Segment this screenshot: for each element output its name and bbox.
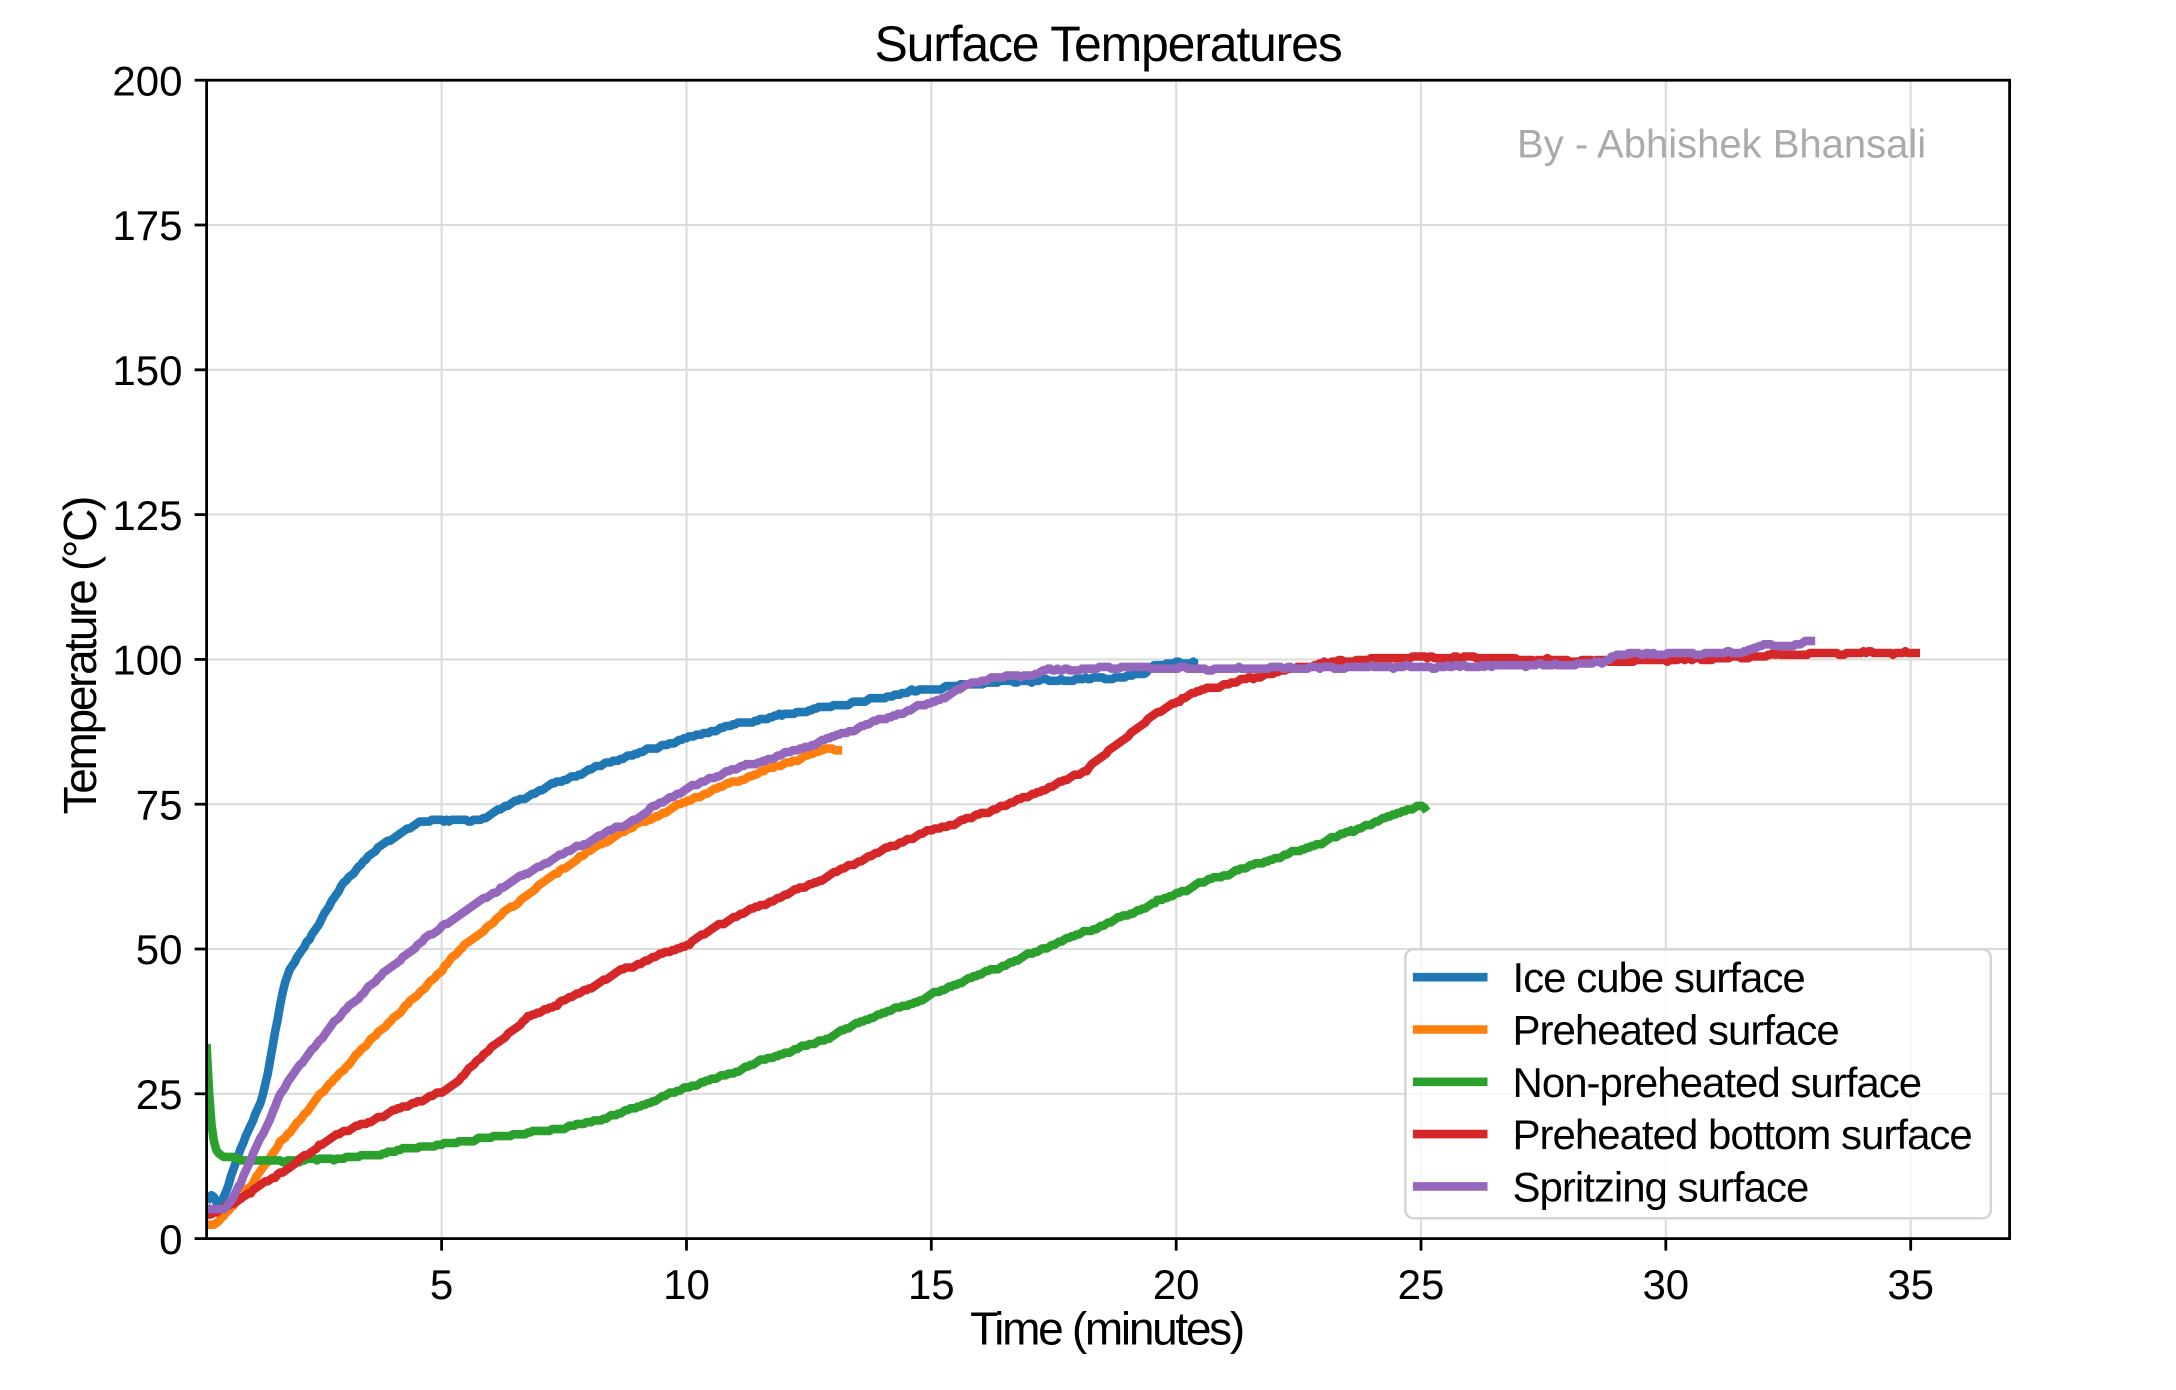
svg-text:Preheated surface: Preheated surface [1513, 1007, 1839, 1054]
svg-text:Surface Temperatures: Surface Temperatures [875, 16, 1342, 72]
svg-text:20: 20 [1153, 1261, 1200, 1308]
svg-text:30: 30 [1642, 1261, 1689, 1308]
svg-text:Spritzing surface: Spritzing surface [1513, 1163, 1809, 1210]
svg-text:5: 5 [430, 1261, 453, 1308]
svg-text:35: 35 [1887, 1261, 1934, 1308]
svg-text:By - Abhishek Bhansali: By - Abhishek Bhansali [1517, 123, 1926, 167]
svg-text:75: 75 [136, 781, 183, 828]
svg-text:Preheated bottom surface: Preheated bottom surface [1513, 1111, 1972, 1158]
svg-text:Non-preheated surface: Non-preheated surface [1513, 1059, 1922, 1106]
svg-text:Ice cube surface: Ice cube surface [1513, 954, 1805, 1001]
svg-text:25: 25 [1398, 1261, 1445, 1308]
svg-text:150: 150 [112, 347, 182, 394]
svg-text:25: 25 [136, 1071, 183, 1118]
svg-text:175: 175 [112, 202, 182, 249]
svg-text:200: 200 [112, 57, 182, 104]
svg-text:15: 15 [908, 1261, 955, 1308]
svg-text:50: 50 [136, 926, 183, 973]
svg-text:100: 100 [112, 637, 182, 684]
svg-text:Temperature (°C): Temperature (°C) [54, 498, 106, 814]
svg-text:10: 10 [663, 1261, 710, 1308]
svg-text:Time (minutes): Time (minutes) [970, 1303, 1243, 1355]
svg-text:0: 0 [159, 1216, 182, 1263]
svg-text:125: 125 [112, 492, 182, 539]
